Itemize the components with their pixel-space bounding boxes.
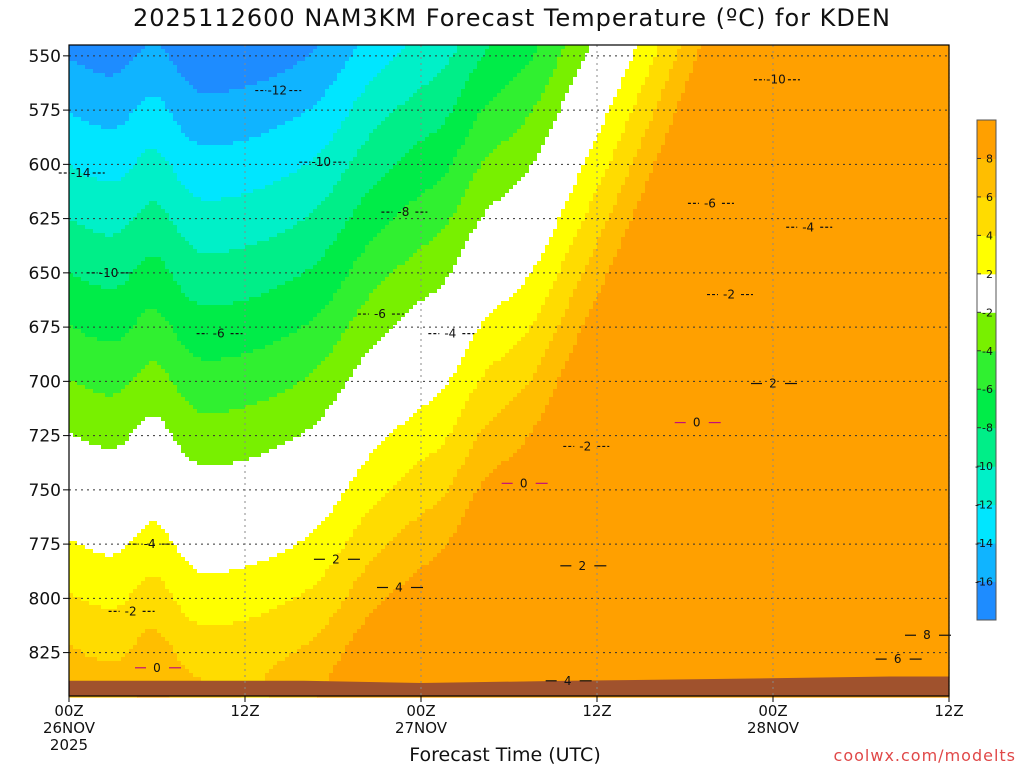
x-tick-label: 28NOV [747,719,800,737]
x-tick-label: 12Z [582,702,611,720]
y-tick-label: 600 [29,155,61,175]
credit-link[interactable]: coolwx.com/modelts [833,746,1016,765]
y-tick-label: 550 [29,47,61,67]
x-axis-title: Forecast Time (UTC) [409,744,601,766]
colorbar-swatch [977,350,996,390]
colorbar-swatch [977,196,996,236]
contour-label: 8 [923,628,931,642]
contour-label: -2 [125,604,137,618]
contour-label: 4 [395,581,403,595]
colorbar-swatch [977,235,996,275]
grid-lines [69,45,949,696]
x-tick-label: 12Z [934,702,963,720]
contour-labels: -14 -12 -10 -10 -10 -8 -6 -6 -6 -4 -4 -4 -2 -2 -2 0 0 0 2 2… [58,73,951,688]
contour-label: 0 [520,476,528,490]
contour-label: -2 [579,439,591,453]
colorbar-label: 4 [986,229,993,242]
x-tick-label: 27NOV [395,719,448,737]
y-tick-label: 625 [29,210,61,230]
contour-label: 0 [693,416,701,430]
colorbar-label: -6 [982,383,993,396]
plot-frame [68,44,950,697]
y-tick-label: 650 [29,264,61,284]
colorbar-label: -8 [982,422,993,435]
colorbar-label: -16 [975,576,993,589]
terrain-surface [69,676,949,696]
contour-label: -12 [267,84,287,98]
x-tick-label: 00Z [758,702,787,720]
colorbar: -16 -14 -12 -10 -8 -6 -4 -2 2 4 6 8 [975,119,997,621]
colorbar-label: 8 [986,152,993,165]
colorbar-swatch [977,543,996,583]
contour-label: 2 [579,559,587,573]
contour-label: -4 [144,537,156,551]
contour-label: -6 [374,307,386,321]
colorbar-swatch [977,581,996,621]
y-tick-label: 675 [29,318,61,338]
contour-label: -4 [444,327,456,341]
chart-title: 2025112600 NAM3KM Forecast Temperature (… [133,4,891,32]
temperature-field [69,45,950,698]
contour-label: 2 [769,377,777,391]
contour-label: 2 [332,552,340,566]
contour-label: -10 [766,73,786,87]
contour-label: 4 [564,674,572,688]
y-tick-label: 825 [29,644,61,664]
contour-label: -6 [704,196,716,210]
colorbar-label: 6 [986,191,993,204]
colorbar-swatch [977,427,996,467]
y-tick-label: 775 [29,535,61,555]
x-tick-label: 12Z [230,702,259,720]
colorbar-swatch [977,158,996,198]
contour-label: 6 [894,652,902,666]
colorbar-swatch [977,120,996,159]
y-tick-label: 750 [29,481,61,501]
contour-label: -10 [311,155,331,169]
contour-label: -8 [397,205,409,219]
contour-label: -6 [213,327,225,341]
colorbar-frame [976,119,997,621]
y-tick-label: 800 [29,589,61,609]
y-axis: 550 575 600 625 650 675 700 725 750 775 800 825 [29,47,69,664]
contour-label: -14 [71,166,91,180]
colorbar-swatch [977,466,996,506]
y-tick-label: 725 [29,427,61,447]
colorbar-label: -14 [975,537,993,550]
colorbar-swatch [977,312,996,352]
colorbar-swatch [977,389,996,429]
x-tick-label: 2025 [50,736,88,754]
colorbar-label: -2 [982,306,993,319]
x-tick-label: 26NOV [43,719,96,737]
colorbar-label: -4 [982,345,993,358]
x-tick-label: 00Z [406,702,435,720]
colorbar-swatch [977,273,996,313]
contour-label: -10 [99,266,119,280]
y-tick-label: 575 [29,101,61,121]
colorbar-label: -12 [975,499,993,512]
contour-label: -2 [723,288,735,302]
colorbar-label: -10 [975,460,993,473]
colorbar-label: 2 [986,268,993,281]
x-tick-label: 00Z [54,702,83,720]
y-tick-label: 700 [29,372,61,392]
contour-label: -4 [802,220,814,234]
contour-label: 0 [153,661,161,675]
colorbar-swatch [977,504,996,544]
